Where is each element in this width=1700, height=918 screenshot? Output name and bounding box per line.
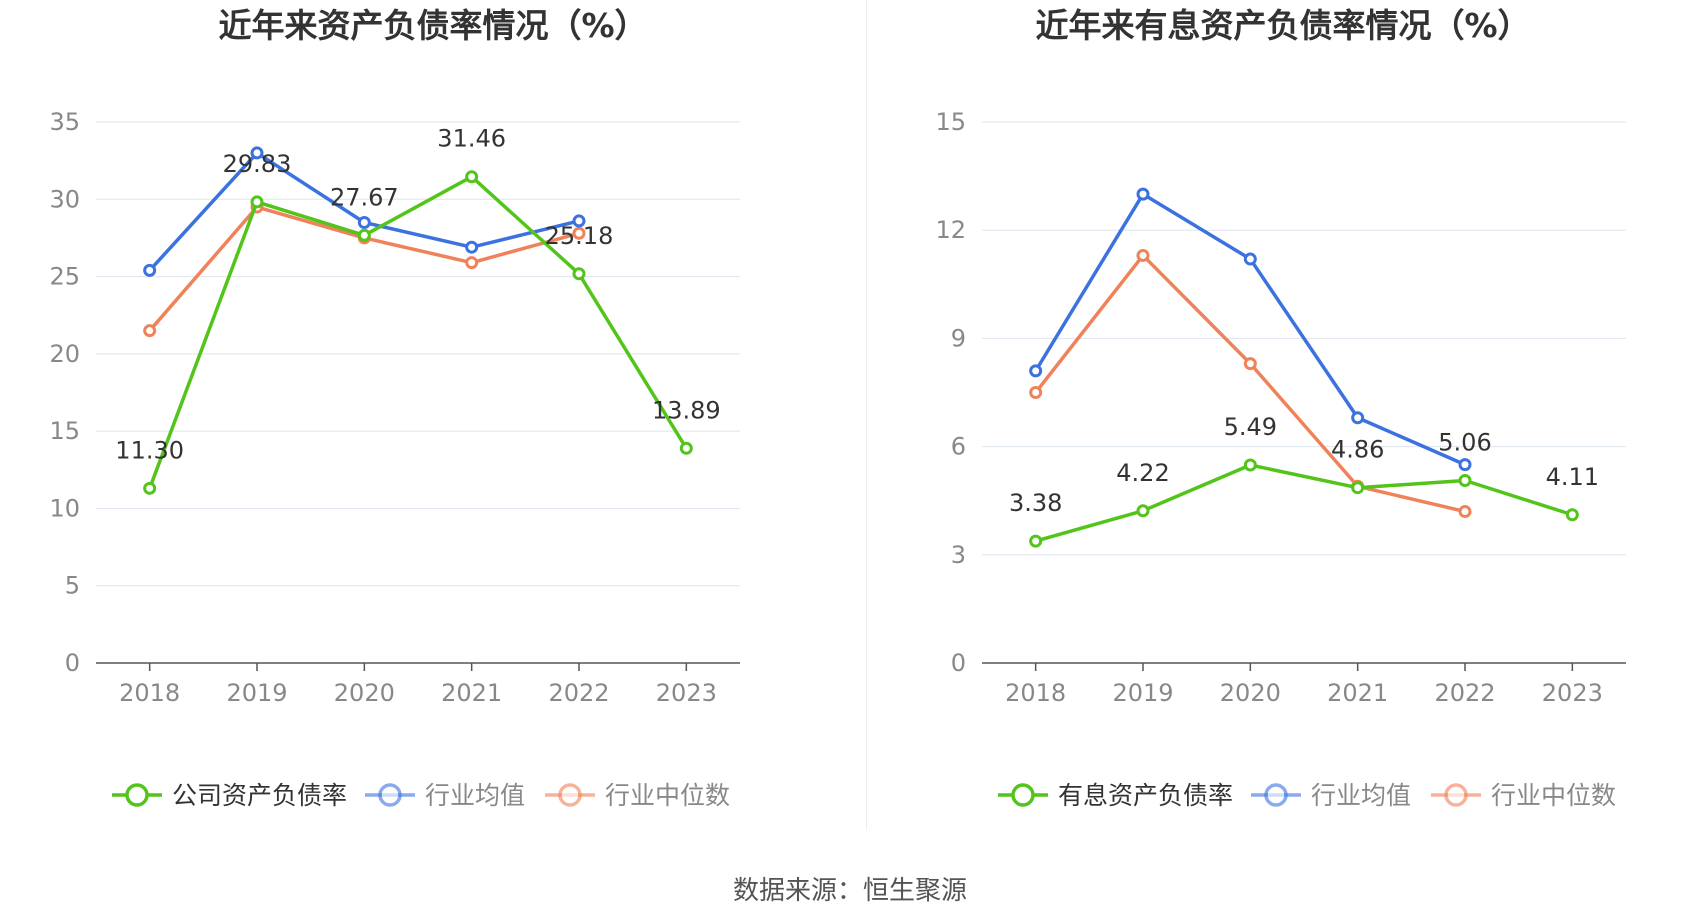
data-label: 13.89 (652, 396, 721, 424)
legend-label: 公司资产负债率 (172, 781, 347, 810)
data-label: 5.06 (1438, 429, 1491, 457)
data-point (1243, 357, 1257, 371)
right-chart-panel: 近年来有息资产负债率情况（%） 0 3 6 9 12 15 2018 2019 2020 2021… (866, 0, 1700, 830)
data-point (465, 170, 479, 184)
data-point (1458, 458, 1472, 472)
left-chart-panel: 近年来资产负债率情况（%） 0 5 10 15 20 25 30 35 2018 2019 2020… (0, 0, 866, 830)
data-label: 31.46 (437, 125, 506, 153)
data-point (1136, 187, 1150, 201)
data-point (250, 195, 264, 209)
data-point (1243, 458, 1257, 472)
y-tick-label: 6 (951, 433, 966, 461)
data-point (357, 228, 371, 242)
data-point (1458, 474, 1472, 488)
data-label: 27.67 (330, 183, 399, 211)
data-point (1243, 252, 1257, 266)
x-tick-label: 2018 (1005, 679, 1066, 707)
series-line (1034, 253, 1466, 514)
x-tick-label: 2023 (656, 679, 717, 707)
legend-swatch-marker (378, 783, 402, 807)
legend-item: 有息资产负债率 (998, 781, 1233, 810)
data-point (465, 240, 479, 254)
series-line (148, 174, 688, 489)
legend-swatch-marker (125, 783, 149, 807)
data-label: 25.18 (545, 222, 614, 250)
legend-item: 行业中位数 (545, 781, 730, 810)
legend-label: 行业中位数 (605, 781, 730, 810)
legend-item: 行业中位数 (1431, 781, 1616, 810)
legend-item: 行业均值 (1251, 781, 1411, 810)
legend-item: 公司资产负债率 (112, 781, 347, 810)
y-tick-label: 30 (49, 185, 80, 213)
data-label: 3.38 (1009, 489, 1062, 517)
data-label: 5.49 (1224, 413, 1277, 441)
x-tick-label: 2021 (1327, 679, 1388, 707)
data-point (1351, 411, 1365, 425)
legend-item: 行业均值 (365, 781, 525, 810)
x-tick-label: 2023 (1542, 679, 1603, 707)
data-point (250, 146, 264, 160)
legend-swatch-marker (558, 783, 582, 807)
y-tick-label: 9 (951, 324, 966, 352)
panel-divider (866, 0, 867, 830)
data-point (572, 267, 586, 281)
y-tick-label: 5 (65, 572, 80, 600)
y-tick-label: 15 (49, 417, 80, 445)
legend-label: 有息资产负债率 (1058, 781, 1233, 810)
data-point (572, 226, 586, 240)
legend-swatch-marker (1264, 783, 1288, 807)
data-point (1029, 364, 1043, 378)
chart-title: 近年来有息资产负债率情况（%） (1035, 6, 1531, 45)
x-tick-label: 2022 (1434, 679, 1495, 707)
x-tick-label: 2019 (226, 679, 287, 707)
data-point (143, 263, 157, 277)
chart-title: 近年来资产负债率情况（%） (218, 6, 648, 45)
data-point (143, 481, 157, 495)
data-point (1029, 534, 1043, 548)
y-tick-label: 0 (951, 649, 966, 677)
data-label: 4.86 (1331, 436, 1384, 464)
x-tick-label: 2019 (1112, 679, 1173, 707)
series-line (148, 151, 580, 272)
data-source-note: 数据来源：恒生聚源 (732, 876, 967, 906)
right-line-chart: 0 3 6 9 12 15 2018 2019 2020 2021 2022 2023 3.38 4.22… (935, 108, 1626, 810)
data-label: 11.30 (115, 436, 184, 464)
y-tick-label: 10 (49, 494, 80, 522)
left-line-chart: 0 5 10 15 20 25 30 35 2018 2019 2020 2021 2022 2023 11… (49, 108, 740, 810)
data-point (572, 214, 586, 228)
data-point (1458, 505, 1472, 519)
data-point (465, 256, 479, 270)
y-tick-label: 25 (49, 263, 80, 291)
data-point (143, 324, 157, 338)
x-tick-label: 2020 (334, 679, 395, 707)
x-tick-label: 2018 (119, 679, 180, 707)
data-label: 4.22 (1116, 459, 1169, 487)
legend-label: 行业中位数 (1491, 781, 1616, 810)
y-tick-label: 15 (935, 108, 966, 136)
y-tick-label: 35 (49, 108, 80, 136)
data-point (1351, 481, 1365, 495)
x-tick-label: 2022 (548, 679, 609, 707)
x-tick-label: 2020 (1220, 679, 1281, 707)
data-point (357, 215, 371, 229)
data-point (1136, 248, 1150, 262)
data-label: 29.83 (223, 150, 292, 178)
y-tick-label: 12 (935, 216, 966, 244)
data-label: 4.11 (1546, 463, 1599, 491)
x-tick-label: 2021 (441, 679, 502, 707)
y-tick-label: 3 (951, 541, 966, 569)
y-tick-label: 20 (49, 340, 80, 368)
legend-label: 行业均值 (425, 781, 525, 810)
legend-swatch-marker (1011, 783, 1035, 807)
data-point (1565, 508, 1579, 522)
legend-label: 行业均值 (1311, 781, 1411, 810)
series-line (1035, 463, 1573, 543)
data-point (679, 441, 693, 455)
data-point (1029, 386, 1043, 399)
data-point (1136, 504, 1150, 518)
legend-swatch-marker (1444, 783, 1468, 807)
y-tick-label: 0 (65, 649, 80, 677)
